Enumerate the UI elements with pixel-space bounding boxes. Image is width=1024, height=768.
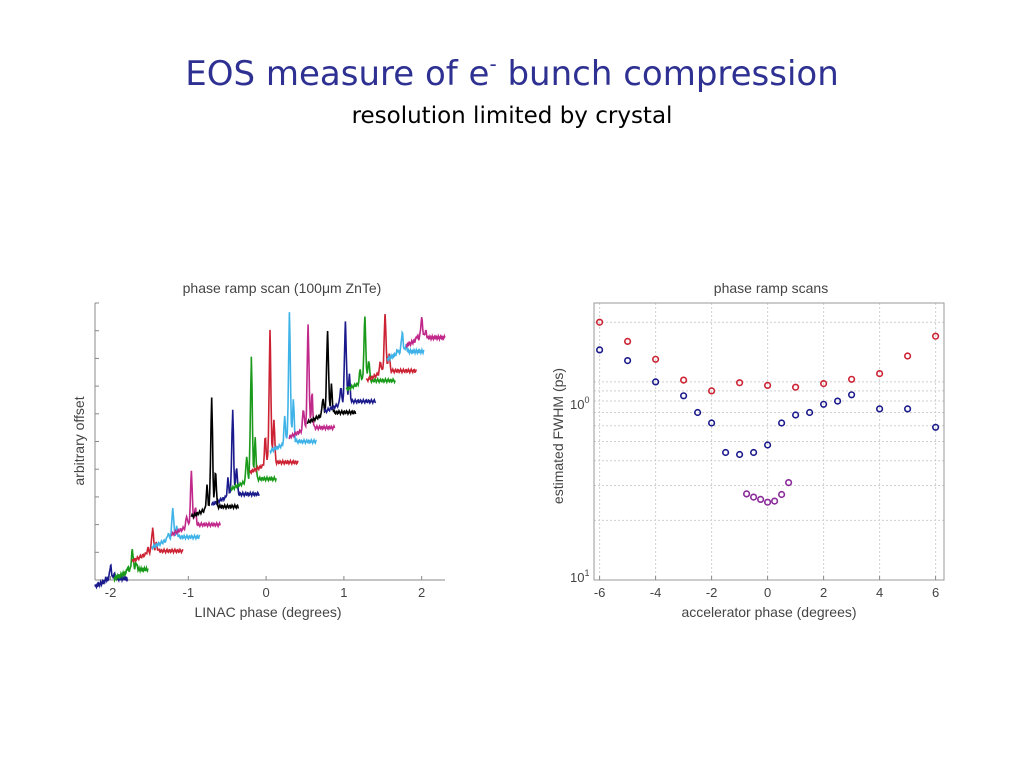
y-tick-label: 101 (570, 568, 589, 585)
scan-trace (306, 330, 357, 425)
x-tick-label: -6 (594, 585, 606, 600)
slide-subtitle: resolution limited by crystal (351, 103, 673, 129)
x-tick-label: -4 (650, 585, 662, 600)
scan-trace (230, 356, 277, 492)
data-point (763, 441, 772, 449)
data-point (875, 405, 884, 413)
scan-trace (345, 316, 396, 392)
data-point (623, 357, 632, 365)
data-point (784, 479, 793, 487)
data-point (875, 370, 884, 378)
data-point (693, 408, 702, 417)
slide-title: EOS measure of e- bunch compression (0, 52, 1024, 96)
scan-trace (386, 330, 425, 363)
data-point (651, 378, 660, 386)
title-rest: bunch compression (496, 54, 839, 94)
data-point (931, 332, 940, 340)
x-tick-label: -2 (105, 585, 117, 600)
x-axis-label: LINAC phase (degrees) (194, 604, 341, 620)
title-superscript: - (489, 52, 497, 76)
data-point (742, 490, 751, 498)
x-tick-label: 6 (932, 585, 939, 600)
data-point (623, 337, 632, 346)
data-point (595, 346, 604, 354)
scan-trace (113, 548, 149, 584)
x-tick-label: 2 (820, 585, 827, 600)
data-point (805, 408, 814, 417)
scan-trace (249, 329, 299, 475)
data-point (595, 318, 604, 326)
scan-trace (151, 507, 201, 551)
data-point (777, 490, 786, 499)
x-tick-label: -2 (706, 585, 718, 600)
data-point (819, 380, 828, 388)
scan-trace (170, 470, 221, 538)
chart-title: phase ramp scan (100μm ZnTe) (183, 280, 382, 296)
x-tick-label: 1 (340, 585, 347, 600)
scan-trace (269, 312, 317, 455)
y-tick-label: 100 (570, 395, 589, 412)
scan-trace (190, 397, 240, 520)
scan-trace (94, 563, 129, 590)
scan-trace (288, 324, 336, 440)
data-point (819, 400, 828, 408)
scan-trace (210, 409, 260, 506)
data-point (791, 383, 800, 391)
title-main: EOS measure of e (185, 54, 490, 94)
x-tick-label: 0 (262, 585, 269, 600)
x-axis-label: accelerator phase (degrees) (681, 604, 856, 620)
data-point (756, 495, 765, 504)
data-point (770, 497, 779, 505)
x-tick-label: 4 (876, 585, 883, 600)
data-point (651, 355, 660, 363)
data-point (847, 375, 856, 383)
scan-trace (405, 317, 446, 349)
data-point (763, 498, 772, 506)
data-point (679, 376, 688, 384)
data-point (707, 419, 716, 427)
data-point (721, 448, 730, 457)
chart-title: phase ramp scans (714, 280, 828, 296)
data-point (777, 419, 786, 427)
x-tick-label: -1 (183, 585, 195, 600)
data-point (847, 391, 856, 399)
data-point (903, 352, 912, 360)
x-tick-label: 0 (764, 585, 771, 600)
data-point (903, 405, 912, 413)
plot-frame (593, 302, 945, 581)
data-point (763, 381, 772, 390)
scan-trace (323, 321, 377, 415)
data-point (791, 411, 800, 419)
y-axis-label: estimated FWHM (ps) (550, 368, 566, 504)
data-point (735, 379, 744, 387)
scan-trace (131, 527, 184, 563)
data-point (707, 387, 716, 395)
y-axis-label: arbitrary offset (71, 396, 87, 485)
data-point (735, 450, 744, 459)
x-tick-label: 2 (418, 585, 425, 600)
data-point (679, 392, 688, 400)
data-point (833, 397, 842, 405)
data-point (749, 493, 758, 501)
data-point (749, 448, 758, 457)
scan-trace (365, 314, 417, 384)
data-point (931, 423, 940, 431)
